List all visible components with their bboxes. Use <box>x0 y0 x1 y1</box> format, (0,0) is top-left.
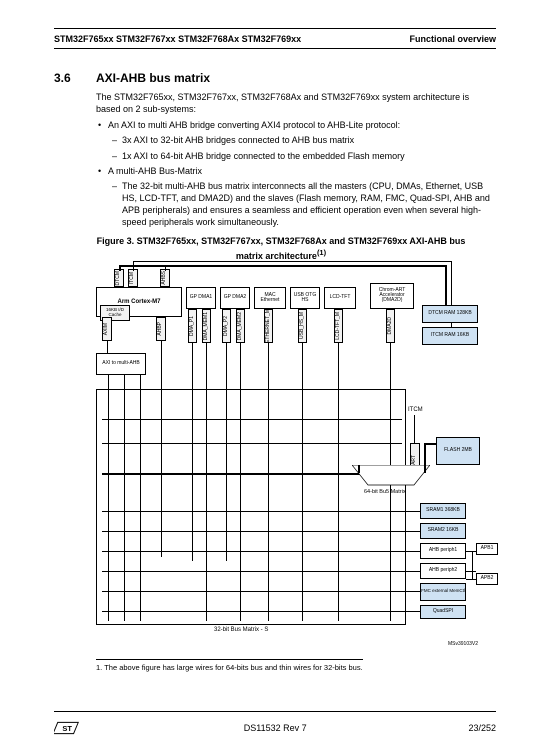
svg-text:ST: ST <box>62 724 72 733</box>
figure-footnote: 1. The above figure has large wires for … <box>96 659 363 672</box>
dma2d-box: Chrom-ART Accelerator (DMA2D) <box>370 283 414 309</box>
intro-paragraph: The STM32F765xx, STM32F767xx, STM32F768A… <box>96 91 496 115</box>
list-item: A multi-AHB Bus-Matrix The 32-bit multi-… <box>108 165 496 229</box>
usb-port: USB_HS_M <box>298 309 307 343</box>
bus64-label: 64-bit Bu5 Matrix <box>364 489 406 495</box>
bus-matrix-area <box>96 389 406 625</box>
sram2-box: SRAM2 16KB <box>420 523 466 539</box>
apb1-box: APB1 <box>476 543 498 555</box>
eth-port: ETHERNET_M <box>264 309 273 343</box>
header-left: STM32F765xx STM32F767xx STM32F768Ax STM3… <box>54 34 301 44</box>
list-item: 3x AXI to 32-bit AHB bridges connected t… <box>122 134 496 146</box>
lcd-box: LCD-TFT <box>324 287 356 309</box>
ahb-periph2-box: AHB periph2 <box>420 563 466 579</box>
dtcm-port: DTCM <box>114 269 124 287</box>
ahbs-port: AHBS <box>160 269 170 287</box>
header-right: Functional overview <box>409 34 496 44</box>
apb2-box: APB2 <box>476 573 498 585</box>
fmc-box: FMC external MemCtl <box>420 583 466 601</box>
dma2d-port: DMA2D <box>386 309 395 343</box>
bus-matrix-label: 32-bit Bus Matrix - S <box>214 627 268 633</box>
dma-mem2-port: DMA_MEM2 <box>236 309 245 343</box>
footer-center: DS11532 Rev 7 <box>244 723 307 733</box>
ahbp-port: AHBP <box>156 317 166 341</box>
bus-matrix-diagram: Arm Cortex-M7 16KB I/D Cache DTCM ITCM A… <box>96 269 496 649</box>
diagram-code: MSv39103V2 <box>448 641 478 647</box>
list-item: The 32-bit multi-AHB bus matrix intercon… <box>122 180 496 229</box>
list-item: An AXI to multi AHB bridge converting AX… <box>108 119 496 161</box>
page-footer: ST DS11532 Rev 7 23/252 <box>54 711 496 738</box>
bus64-shape <box>352 465 430 491</box>
ahb-periph1-box: AHB periph1 <box>420 543 466 559</box>
section-number: 3.6 <box>54 71 96 85</box>
st-logo-icon: ST <box>54 718 82 738</box>
mac-box: MAC Ethernet <box>254 287 286 309</box>
dma-p1-port: DMA_P1 <box>188 309 197 343</box>
section-heading: 3.6 AXI-AHB bus matrix <box>54 71 496 85</box>
itcm-ram-box: ITCM RAM 16KB <box>422 327 478 345</box>
dtcm-ram-box: DTCM RAM 128KB <box>422 305 478 323</box>
gp-dma2-box: GP DMA2 <box>220 287 250 309</box>
gp-dma1-box: GP DMA1 <box>186 287 216 309</box>
page-header: STM32F765xx STM32F767xx STM32F768Ax STM3… <box>54 34 496 44</box>
figure-caption: Figure 3. STM32F765xx, STM32F767xx, STM3… <box>96 236 466 262</box>
axim-port: AXIM <box>102 317 112 341</box>
footer-page: 23/252 <box>468 723 496 733</box>
list-item: 1x AXI to 64-bit AHB bridge connected to… <box>122 150 496 162</box>
dma-p2-port: DMA_P2 <box>222 309 231 343</box>
axi-to-multiahb: AXI to multi-AHB <box>96 353 146 375</box>
usb-box: USB OTG HS <box>290 287 320 309</box>
bullet-list: An AXI to multi AHB bridge converting AX… <box>108 119 496 228</box>
itcm-port: ITCM <box>128 269 138 287</box>
quadspi-box: QuadSPI <box>420 605 466 619</box>
section-title: AXI-AHB bus matrix <box>96 71 210 85</box>
flash-box: FLASH 2MB <box>436 437 480 465</box>
itcm-label: ITCM <box>408 407 423 413</box>
sram1-box: SRAM1 368KB <box>420 503 466 519</box>
dma-mem1-port: DMA_MEM1 <box>202 309 211 343</box>
lcd-port: LCD-TFT_M <box>334 309 343 343</box>
